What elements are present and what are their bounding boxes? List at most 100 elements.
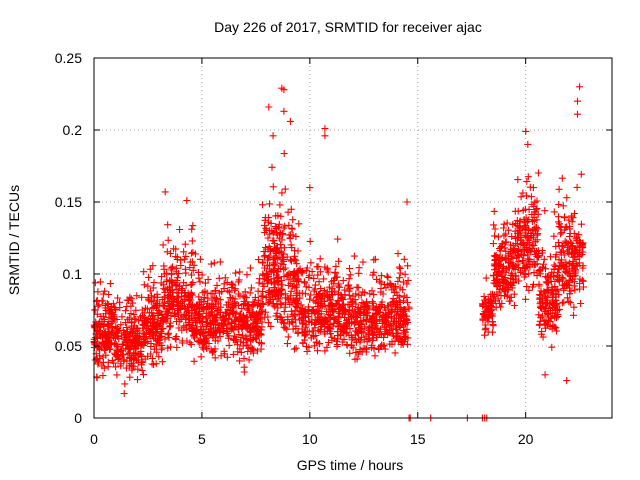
data-point <box>542 278 550 286</box>
data-point <box>255 338 263 346</box>
data-point <box>545 289 553 297</box>
data-point <box>565 276 573 284</box>
data-point <box>345 275 353 283</box>
data-point <box>315 278 323 286</box>
data-point <box>112 363 120 371</box>
data-point <box>160 302 168 310</box>
data-point <box>112 327 120 335</box>
data-point <box>385 302 393 310</box>
data-point <box>118 340 126 348</box>
data-point <box>577 300 585 307</box>
data-point <box>396 265 404 272</box>
data-point <box>505 297 513 305</box>
axis-ticks: 0 5 10 15 20 0 0.05 0.1 0.15 0.2 0.25 <box>55 50 612 447</box>
data-point <box>220 285 228 292</box>
data-point <box>482 274 490 282</box>
data-point <box>122 307 130 315</box>
data-point <box>138 352 146 360</box>
data-point <box>180 279 188 287</box>
data-point <box>373 316 381 324</box>
data-point <box>393 306 401 314</box>
data-point <box>170 245 178 253</box>
data-point <box>400 306 408 313</box>
data-point <box>482 324 490 332</box>
data-point <box>355 264 363 272</box>
data-point <box>142 330 150 338</box>
data-point <box>138 366 146 374</box>
data-point <box>120 390 128 397</box>
data-point <box>335 309 343 317</box>
data-point <box>133 292 141 300</box>
data-point <box>141 317 149 325</box>
data-point <box>564 248 572 256</box>
data-point <box>377 285 385 292</box>
data-point <box>333 341 341 348</box>
data-point <box>277 212 285 220</box>
data-point <box>101 304 109 312</box>
data-point <box>367 327 375 335</box>
data-point <box>192 319 199 326</box>
data-point <box>241 321 249 329</box>
data-point <box>365 335 373 343</box>
data-point <box>382 306 390 314</box>
data-point <box>480 292 488 300</box>
data-point <box>270 261 278 269</box>
data-point <box>175 289 182 297</box>
data-point <box>551 323 559 331</box>
data-point <box>577 220 585 228</box>
data-point <box>245 309 253 317</box>
data-point <box>117 321 125 329</box>
data-point <box>307 259 315 267</box>
data-point <box>192 327 200 335</box>
data-point <box>181 265 189 273</box>
data-point <box>262 244 269 251</box>
data-point <box>371 352 379 360</box>
data-point <box>400 255 408 263</box>
data-point <box>541 371 549 379</box>
data-point <box>232 309 240 317</box>
data-point <box>345 291 353 299</box>
data-point <box>378 313 386 321</box>
data-point <box>571 286 579 294</box>
data-point <box>401 270 409 278</box>
data-point <box>555 185 563 193</box>
data-point <box>134 333 142 341</box>
data-point <box>523 247 531 254</box>
data-point <box>525 286 533 294</box>
data-point <box>574 249 581 257</box>
data-point <box>511 272 519 280</box>
data-point <box>537 298 545 306</box>
data-point <box>501 254 509 262</box>
data-point <box>379 290 387 298</box>
data-point <box>255 300 263 308</box>
data-point <box>566 299 574 307</box>
data-point <box>259 259 267 267</box>
data-point <box>403 293 411 301</box>
data-point <box>528 242 536 250</box>
data-point <box>563 377 571 385</box>
data-point <box>287 307 295 315</box>
data-point <box>494 295 502 303</box>
data-point <box>303 342 310 350</box>
data-point <box>558 299 566 307</box>
data-point <box>542 300 550 308</box>
data-point <box>555 262 563 270</box>
data-point <box>200 294 208 302</box>
x-tick-label: 5 <box>198 431 206 447</box>
data-point <box>125 297 133 304</box>
data-point <box>269 132 277 140</box>
data-point <box>257 330 265 338</box>
data-point <box>381 345 389 353</box>
data-point <box>155 353 163 361</box>
data-point <box>173 280 181 288</box>
data-point <box>270 259 278 267</box>
data-point <box>401 338 408 346</box>
data-point <box>231 285 239 293</box>
data-point <box>568 218 576 226</box>
data-point <box>235 276 243 284</box>
data-point <box>207 346 215 354</box>
data-point <box>555 201 563 208</box>
data-point <box>308 309 316 317</box>
data-point <box>353 311 361 319</box>
data-point <box>349 344 357 352</box>
